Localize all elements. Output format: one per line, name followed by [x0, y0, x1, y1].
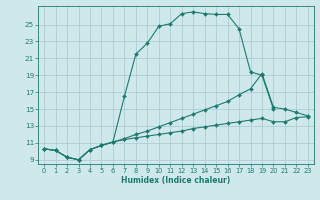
X-axis label: Humidex (Indice chaleur): Humidex (Indice chaleur)	[121, 176, 231, 185]
